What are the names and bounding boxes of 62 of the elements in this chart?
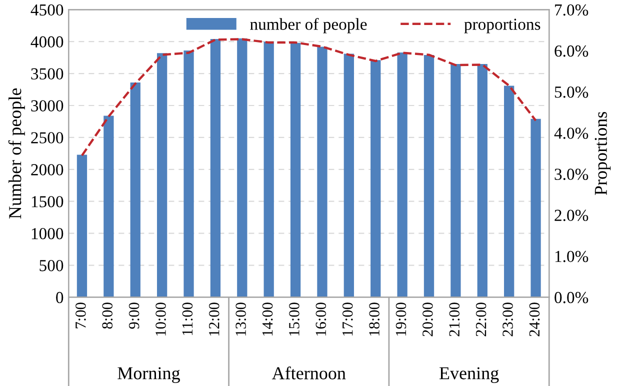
x-tick-label: 24:00 [529, 302, 540, 336]
bar [237, 38, 248, 298]
bar [504, 86, 514, 298]
y-tick-label: 1000 [32, 228, 64, 240]
x-tick-label: 13:00 [236, 302, 246, 336]
x-tick-label: 10:00 [156, 302, 166, 336]
y2-tick-label: 2.0% [554, 210, 588, 222]
bar [344, 54, 354, 298]
y-tick-label: 500 [40, 260, 64, 272]
y-tick-label: 3000 [31, 100, 64, 112]
y-tick-label: 0 [56, 292, 64, 304]
y2-tick-label: 4.0% [554, 128, 588, 139]
x-tick-label: 14:00 [262, 302, 273, 336]
y-tick-label: 4500 [30, 4, 64, 16]
x-tick-label: 20:00 [422, 302, 433, 336]
x-tick-label: 17:00 [342, 302, 353, 336]
bar [210, 39, 221, 298]
line-series [80, 38, 537, 157]
bar [317, 46, 328, 298]
bar [130, 82, 140, 298]
bar [264, 42, 274, 298]
y2-tick-label: 1.0% [555, 250, 588, 262]
x-tick-label: 12:00 [208, 302, 220, 336]
y2-tick-label: 6.0% [554, 45, 588, 57]
bar [184, 50, 194, 298]
text: Afternoon [272, 366, 346, 380]
y2-tick-label: 0.0% [554, 292, 588, 304]
bar [530, 118, 541, 298]
y-tick-label: 2000 [31, 164, 64, 176]
y2-tick-label: 5.0% [554, 86, 588, 98]
x-tick-label: 15:00 [289, 302, 300, 336]
bar [450, 64, 461, 298]
x-tick-label: 19:00 [396, 302, 406, 336]
text: Evening [439, 367, 499, 384]
x-tick-label: 7:00 [76, 302, 86, 328]
y-tick-label: 4000 [30, 36, 64, 48]
bar [477, 64, 488, 298]
x-tick-label: 18:00 [369, 302, 380, 336]
y2-axis-title: Proportions [594, 112, 611, 196]
x-tick-label: 22:00 [476, 302, 486, 336]
legend-label: proportions [464, 18, 540, 34]
bar [397, 52, 408, 298]
legend-label: number of people [250, 18, 367, 34]
x-tick-label: 8:00 [102, 302, 113, 329]
bar [156, 53, 168, 298]
y-tick-label: 3500 [31, 68, 64, 80]
y-axis-title: Number of people [8, 88, 25, 219]
x-tick-label: 9:00 [128, 302, 140, 329]
y-tick-label: 1500 [32, 196, 64, 208]
x-tick-label: 11:00 [182, 302, 193, 335]
bar [290, 42, 301, 298]
bar [370, 60, 381, 298]
bar [424, 55, 434, 298]
y2-tick-label: 7.0% [555, 4, 588, 16]
y2-tick-label: 3.0% [554, 168, 588, 180]
x-tick-label: 23:00 [502, 302, 513, 336]
bar [104, 116, 114, 298]
x-tick-label: 16:00 [316, 302, 326, 336]
bar [76, 154, 88, 298]
y-tick-label: 2500 [31, 132, 64, 144]
x-tick-label: 21:00 [449, 302, 460, 336]
text: Morning [118, 367, 180, 384]
